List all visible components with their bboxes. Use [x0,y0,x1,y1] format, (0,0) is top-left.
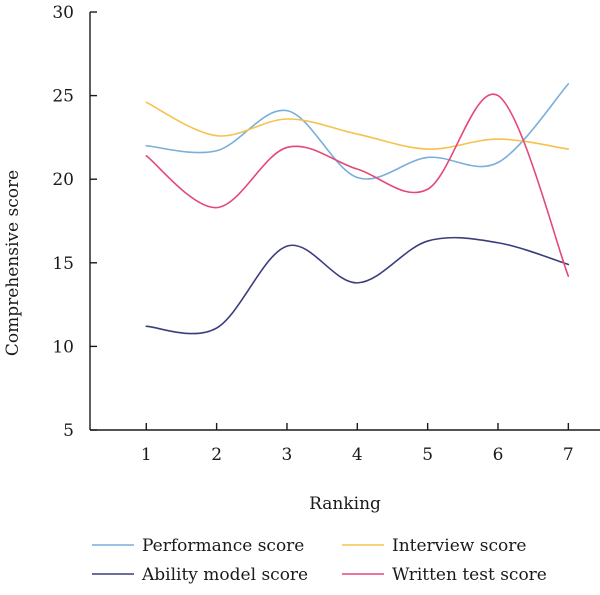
x-tick-label: 7 [563,445,574,465]
y-tick-label: 5 [63,421,74,441]
y-tick-label: 15 [52,254,74,274]
y-tick-label: 10 [52,337,74,357]
legend-label-interview-score: Interview score [392,536,526,556]
series-line-written-test-score [145,93,570,277]
y-axis-title: Comprehensive score [3,170,23,356]
y-tick-label: 30 [52,3,74,23]
x-tick-label: 5 [422,445,433,465]
x-tick-label: 6 [493,445,504,465]
x-tick-label: 3 [282,445,293,465]
axes: 5 10 15 20 25 30 1 2 3 4 5 6 7 [52,3,600,465]
y-tick-label: 25 [52,87,74,107]
legend-label-performance-score: Performance score [142,536,304,556]
x-tick-label: 4 [352,445,363,465]
legend-label-written-test-score: Written test score [392,565,547,585]
y-tick-label: 20 [52,170,74,190]
legend: Performance score Interview score Ability … [92,536,547,585]
series-line-performance-score [145,83,570,180]
legend-label-ability-model-score: Ability model score [141,565,308,585]
series-line-ability-model-score [145,236,570,335]
x-tick-label: 2 [211,445,222,465]
x-axis-title: Ranking [309,494,381,514]
series-layer [145,83,570,335]
x-tick-label: 1 [141,445,152,465]
series-line-interview-score [145,101,570,150]
